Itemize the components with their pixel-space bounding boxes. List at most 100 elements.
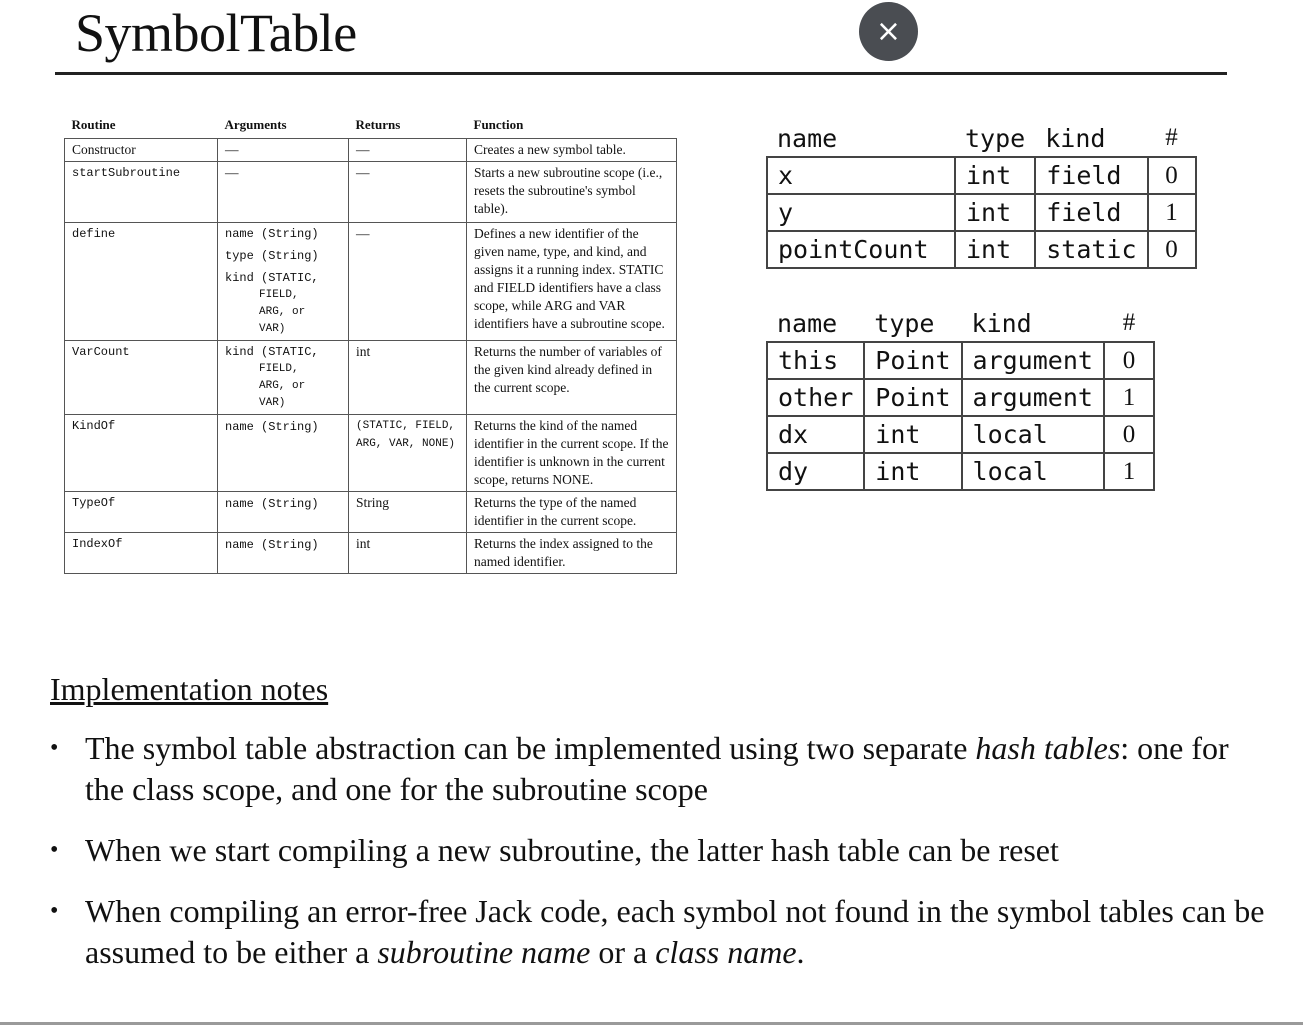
api-arguments: name (String)	[217, 414, 349, 492]
api-header-row: Routine Arguments Returns Function	[65, 114, 677, 139]
api-row: KindOf name (String) (STATIC, FIELD, ARG…	[64, 414, 677, 492]
note-emphasis: subroutine name	[377, 934, 591, 970]
symbol-type: int	[863, 415, 963, 454]
list-item: • The symbol table abstraction can be im…	[50, 728, 1270, 810]
api-row: IndexOf name (String) int Returns the in…	[64, 532, 677, 574]
api-argument: —	[225, 165, 239, 180]
close-icon: ×	[875, 14, 902, 49]
api-row: define name (String) type (String) kind …	[64, 222, 677, 341]
api-argument: VAR)	[259, 397, 286, 409]
subroutine-symbol-table: name type kind # this Point argument 0 o…	[765, 305, 1155, 491]
api-function: Returns the type of the named identifier…	[466, 491, 677, 533]
api-returns: —	[348, 222, 467, 341]
symbol-index: 1	[1102, 378, 1155, 417]
symbol-index: 0	[1146, 156, 1197, 195]
subroutine-col-type: type	[874, 308, 935, 338]
subroutine-table-header: name type kind #	[767, 305, 1154, 342]
class-col-kind: kind	[1045, 123, 1106, 153]
api-routine: TypeOf	[64, 491, 218, 533]
table-row: pointCount int static 0	[766, 230, 1197, 269]
symbol-index: 0	[1146, 230, 1197, 269]
api-argument: ARG, or	[259, 306, 306, 318]
symbol-kind: static	[1034, 230, 1149, 269]
api-argument: name (String)	[225, 420, 319, 434]
api-row: VarCount kind (STATIC, FIELD, ARG, or VA…	[64, 340, 677, 415]
note-text: : one for the class scope, and one for t…	[85, 730, 1229, 807]
table-row: dy int local 1	[765, 452, 1155, 491]
api-argument: name (String)	[225, 538, 319, 552]
note-emphasis: class name	[655, 934, 797, 970]
note-text: When we start compiling a new subroutine…	[85, 832, 1059, 868]
class-table-header: name type kind #	[767, 120, 1196, 157]
api-returns: (STATIC, FIELD, ARG, VAR, NONE)	[348, 414, 467, 492]
api-routine: Constructor	[64, 138, 218, 162]
note-text: .	[796, 934, 805, 970]
api-arguments: —	[217, 161, 349, 223]
list-item: • When compiling an error-free Jack code…	[50, 891, 1270, 973]
close-button[interactable]: ×	[859, 2, 918, 61]
symbol-type: int	[953, 156, 1037, 195]
table-row: x int field 0	[766, 156, 1197, 195]
symbol-type: Point	[863, 341, 963, 380]
table-row: y int field 1	[766, 193, 1197, 232]
api-header-routine: Routine	[71, 117, 116, 132]
symbol-type: Point	[863, 378, 963, 417]
symbol-kind: argument	[960, 341, 1105, 380]
symbol-name: x	[766, 156, 956, 195]
api-function: Returns the index assigned to the named …	[466, 532, 677, 574]
api-function: Defines a new identifier of the given na…	[466, 222, 677, 341]
api-row: Constructor — — Creates a new symbol tab…	[64, 138, 677, 162]
api-returns: —	[348, 138, 467, 162]
api-argument: FIELD,	[259, 289, 299, 301]
api-arguments: kind (STATIC, FIELD, ARG, or VAR)	[217, 340, 349, 415]
api-arguments: name (String)	[217, 491, 349, 533]
api-argument: kind (STATIC,	[225, 345, 319, 359]
class-col-index: #	[1165, 124, 1178, 151]
symbol-kind: field	[1034, 193, 1149, 232]
symbol-type: int	[863, 452, 963, 491]
notes-list: • The symbol table abstraction can be im…	[50, 728, 1270, 993]
api-function: Returns the kind of the named identifier…	[466, 414, 677, 492]
bullet-icon: •	[50, 898, 59, 924]
note-text: The symbol table abstraction can be impl…	[85, 730, 976, 766]
api-argument: name (String)	[225, 227, 319, 241]
symbol-kind: argument	[960, 378, 1105, 417]
api-argument: type (String)	[225, 249, 319, 263]
symbol-type: int	[953, 193, 1037, 232]
api-returns: int	[348, 340, 467, 415]
title-divider	[55, 72, 1227, 75]
api-argument: FIELD,	[259, 363, 299, 375]
subroutine-col-name: name	[777, 308, 838, 338]
symbol-kind: local	[960, 452, 1105, 491]
subroutine-col-kind: kind	[971, 308, 1032, 338]
note-emphasis: hash tables	[975, 730, 1121, 766]
class-symbol-table: name type kind # x int field 0 y int fie…	[766, 120, 1197, 269]
bottom-divider	[0, 1022, 1303, 1025]
table-row: dx int local 0	[765, 415, 1155, 454]
symbol-name: this	[765, 341, 866, 380]
api-argument: VAR)	[259, 323, 286, 335]
class-col-type: type	[965, 123, 1026, 153]
api-row: startSubroutine — — Starts a new subrout…	[64, 161, 677, 223]
symbol-name: y	[766, 193, 956, 232]
class-col-name: name	[777, 123, 838, 153]
subroutine-col-index: #	[1122, 309, 1136, 336]
symbol-index: 1	[1146, 193, 1197, 232]
api-arguments: name (String)	[217, 532, 349, 574]
symbol-kind: field	[1034, 156, 1149, 195]
api-arguments: —	[217, 138, 349, 162]
symbol-name: dx	[765, 415, 866, 454]
page-title: SymbolTable	[75, 3, 357, 63]
api-row: TypeOf name (String) String Returns the …	[64, 491, 677, 533]
api-routine: KindOf	[64, 414, 218, 492]
symbol-type: int	[953, 230, 1037, 269]
api-routine: IndexOf	[64, 532, 218, 574]
list-item: • When we start compiling a new subrouti…	[50, 830, 1270, 871]
note-text: When compiling an error-free Jack code, …	[85, 893, 1265, 970]
bullet-icon: •	[50, 837, 59, 863]
table-row: this Point argument 0	[765, 341, 1155, 380]
api-function: Creates a new symbol table.	[466, 138, 677, 162]
api-header-function: Function	[473, 117, 524, 132]
symbol-name: dy	[765, 452, 866, 491]
api-argument: ARG, or	[259, 380, 306, 392]
